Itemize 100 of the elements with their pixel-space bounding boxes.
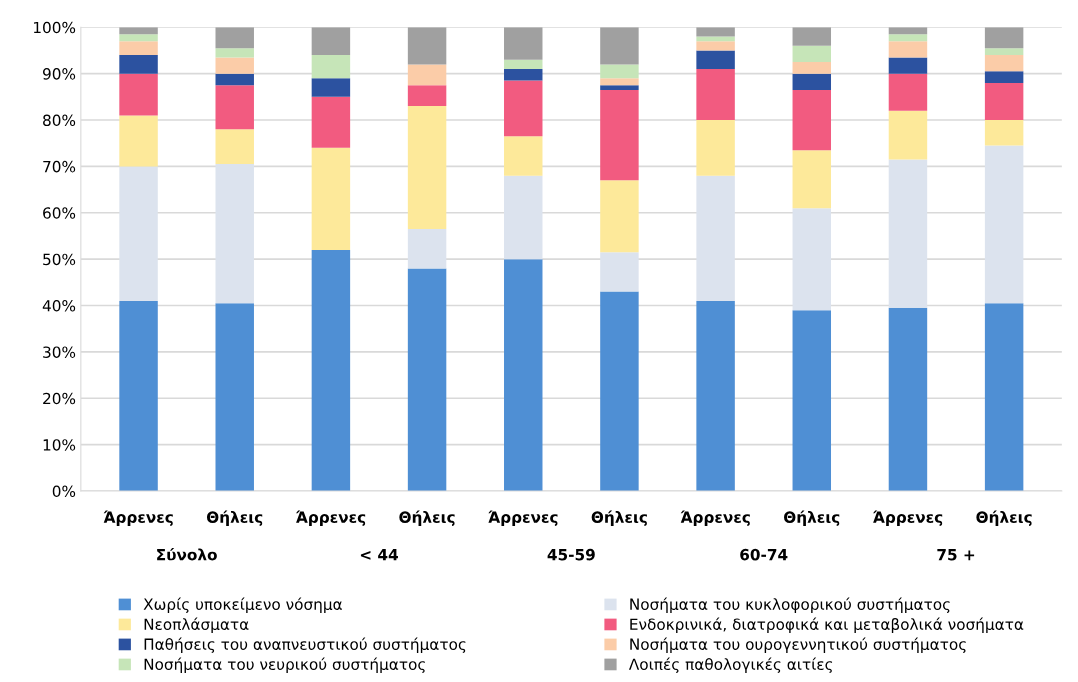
bar [215,303,254,492]
bar [311,78,351,97]
x-tick-label: Άρρενες [488,510,558,526]
bar [119,34,158,42]
bar [696,69,735,121]
y-tick-label: 90% [42,68,76,80]
bar [600,85,639,90]
y-tick-label: 40% [42,300,76,312]
y-tick-label: 100% [33,21,76,34]
bar [600,89,639,181]
legend-label: Νοσήματα του κυκλοφορικού συστήματος [630,597,950,613]
bar [888,159,928,308]
bar [984,27,1024,49]
x-tick-label: Άρρενες [296,510,366,526]
bar [984,71,1024,83]
bar [407,229,447,269]
bar [696,120,735,176]
legend-label: Νοσήματα του ουρογεννητικού συστήματος [630,637,966,653]
bar [311,249,351,492]
y-tick-label: 20% [43,392,76,405]
bar [888,73,928,111]
x-tick-label: Άρρενες [103,510,173,526]
bar [504,259,543,492]
bar [792,89,832,151]
bar [215,73,254,86]
bar [311,27,351,56]
bar [119,300,158,492]
bar [696,27,735,37]
bar [600,291,639,492]
bar [888,110,928,160]
bar [504,175,543,260]
legend-label: Ενδοκρινικά, διατροφικά και μεταβολικά νοσήματα [630,617,1024,633]
bar [215,85,254,130]
bar [600,78,639,86]
bar [792,73,832,90]
bar [119,41,158,56]
y-tick-label: 70% [43,160,76,173]
bar [888,307,928,492]
text: 45-59 [547,548,595,561]
x-tick-label: Θήλεις [399,510,455,526]
bar [504,69,543,81]
bar [407,268,447,492]
bar [215,57,254,74]
legend-label: Χωρίς υποκείμενο νόσημα [143,597,342,613]
bar [407,106,447,230]
bar [215,164,254,304]
text: < 44 [360,549,398,561]
bar [215,48,254,58]
bar [984,82,1024,121]
bar [984,120,1024,146]
bar [984,55,1024,72]
x-tick-label: Άρρενες [873,510,943,526]
legend-label: Νεοπλάσματα [144,617,249,633]
bar [984,145,1024,304]
bar [792,310,832,492]
bar [119,166,158,301]
bar [311,55,351,79]
bar [984,303,1024,492]
bar [504,80,543,137]
x-tick-label: Άρρενες [680,510,750,526]
bar [119,115,158,167]
legend-label: Λοιπές παθολογικές αιτίες [628,657,833,673]
x-tick-label: Θήλεις [784,510,840,526]
bar [600,27,639,65]
bar [792,150,832,209]
x-tick-label: Θήλεις [591,510,647,526]
bar [504,136,543,176]
bar [215,129,254,165]
bar [792,208,832,311]
bar [119,73,158,116]
bar [407,85,447,107]
bar [504,59,543,70]
bar [504,27,543,60]
bar [311,147,351,250]
bar [407,27,447,65]
legend-label: Νοσήματα του νευρικού συστήματος [144,657,425,673]
bar [600,180,639,253]
bar [311,96,351,148]
y-tick-label: 80% [43,114,76,127]
y-tick-label: 0% [52,485,76,498]
text: 60-74 [740,548,788,561]
text: Σύνολο [157,547,217,561]
bar [696,300,735,492]
bar [792,45,832,63]
y-tick-label: 50% [43,253,76,266]
bar [888,57,928,74]
bar [888,34,928,42]
x-tick-label: Θήλεις [976,510,1032,526]
bar [600,252,639,292]
y-tick-label: 60% [43,207,76,219]
y-tick-label: 30% [43,346,76,358]
bar [696,41,735,51]
bar [792,27,832,46]
text: 75 + [937,549,975,561]
bar [888,41,928,58]
legend-label: Παθήσεις του αναπνευστικού συστήματος [144,637,466,653]
y-tick-label: 10% [43,439,76,451]
bar [600,64,639,79]
x-tick-label: Θήλεις [206,510,263,526]
bar [407,64,447,86]
